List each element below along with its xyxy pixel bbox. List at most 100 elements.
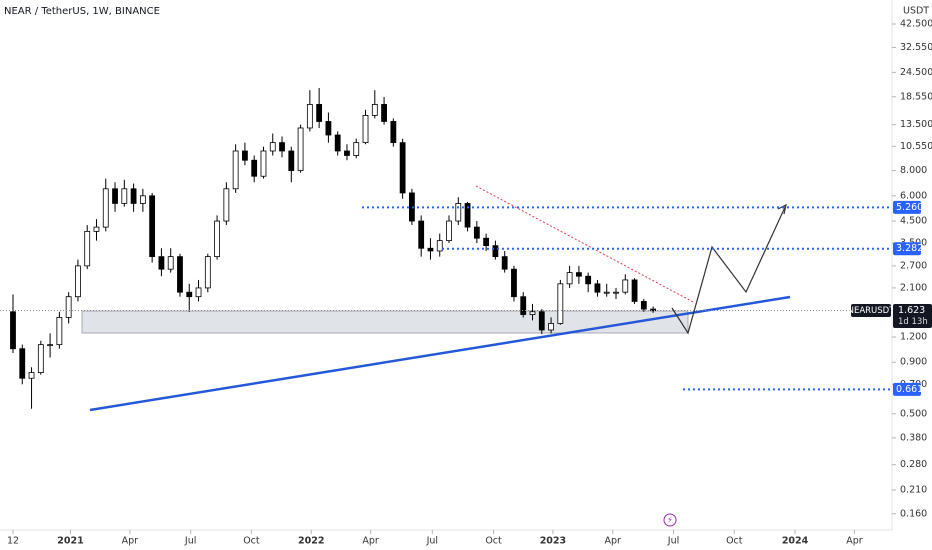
candle-body [37, 344, 44, 373]
candle-body [306, 104, 313, 129]
candle-body [585, 275, 592, 285]
level-label: 0.661 [896, 384, 923, 395]
candle-body [167, 256, 174, 270]
candle-body [149, 195, 156, 258]
y-tick-label: 24.500 [900, 67, 932, 78]
y-tick-label: 2.700 [900, 260, 927, 271]
candle-body [316, 104, 323, 122]
y-tick-label: 8.000 [900, 165, 927, 176]
candle-body [75, 265, 81, 298]
y-tick-label: 42.500 [900, 19, 932, 30]
candle-body [28, 372, 35, 379]
candle-body [112, 188, 118, 204]
candle-body [102, 188, 109, 228]
candle-body [622, 279, 629, 293]
x-tick-label: 2024 [782, 536, 809, 547]
x-tick-label: 2021 [57, 536, 83, 547]
x-tick-label: Apr [362, 536, 379, 547]
x-tick-label: Apr [122, 536, 139, 547]
candle-body [19, 348, 26, 379]
candle-body [130, 188, 137, 204]
x-tick-label: 2022 [298, 536, 324, 547]
event-glyph: ⚡ [667, 516, 673, 525]
x-tick-label: Apr [605, 536, 622, 547]
candle-body [381, 104, 387, 122]
candle-body [65, 296, 72, 318]
y-tick-label: 13.500 [900, 119, 932, 130]
level-tag [893, 200, 921, 214]
countdown-label: 1d 13h [898, 317, 928, 327]
y-tick-label: 0.380 [900, 432, 927, 443]
candle-body [344, 150, 350, 156]
y-tick-label: 0.280 [900, 459, 927, 470]
candle-body [139, 195, 146, 204]
candle-body [520, 296, 527, 315]
candle-body [279, 142, 285, 152]
candle-body [640, 301, 647, 310]
candle-body [418, 220, 425, 249]
symbol-tag [851, 304, 891, 318]
x-tick-label: Oct [726, 536, 743, 547]
candle-body [56, 317, 63, 346]
candle-body [204, 256, 211, 289]
candle-body [399, 142, 406, 194]
candle-body [325, 121, 332, 136]
candle-body [492, 245, 499, 258]
x-tick-label: Apr [846, 536, 863, 547]
resistance-line [475, 185, 696, 304]
candle-body [242, 150, 248, 161]
candle-body [483, 237, 490, 247]
y-tick-label: 2.100 [900, 282, 927, 293]
event-icon[interactable] [663, 513, 677, 527]
candle-body [529, 311, 536, 315]
candle-body [455, 203, 462, 222]
candle-body [214, 220, 220, 258]
candle-body [501, 256, 508, 270]
y-tick-label: 32.550 [900, 42, 932, 53]
trendline [89, 295, 791, 412]
candle-body [473, 226, 480, 239]
candle-body [288, 150, 295, 171]
candle-body [436, 240, 443, 252]
x-tick-label: 2023 [540, 536, 566, 547]
candle-body [47, 344, 53, 347]
candle-body [334, 134, 341, 152]
candle-body [93, 226, 100, 232]
candle-body [390, 121, 397, 144]
y-tick-label: 4.500 [900, 216, 927, 227]
candle-body [84, 230, 91, 267]
candle-body [566, 272, 573, 285]
candle-body [195, 287, 202, 298]
x-tick-label: Oct [485, 536, 502, 547]
x-tick-label: 12 [7, 536, 19, 547]
x-tick-label: Oct [243, 536, 260, 547]
candle-body [10, 311, 16, 350]
candle-body [511, 268, 517, 298]
y-tick-label: 0.900 [900, 357, 927, 368]
candle-body [353, 142, 360, 156]
candle-body [446, 220, 452, 242]
candle-body [186, 291, 193, 298]
level-tag [893, 242, 921, 256]
candle-body [223, 188, 230, 222]
y-tick-label: 1.200 [900, 332, 927, 343]
level-label: 5.260 [896, 202, 923, 213]
candle-body [538, 311, 545, 331]
candle-body [594, 283, 601, 293]
candle-body [427, 247, 434, 252]
marks [10, 88, 657, 409]
y-tick-label: 0.160 [900, 508, 927, 519]
candle-body [177, 256, 183, 293]
candle-body [409, 192, 415, 222]
x-tick-label: Jul [667, 536, 679, 547]
candle-body [575, 272, 582, 277]
candle-body [371, 104, 378, 116]
candle-body [158, 256, 165, 270]
projection-path [671, 204, 787, 335]
level-label: 3.282 [896, 243, 923, 254]
candle-body [362, 115, 369, 144]
candle-body [650, 308, 657, 312]
candle-body [121, 188, 128, 204]
